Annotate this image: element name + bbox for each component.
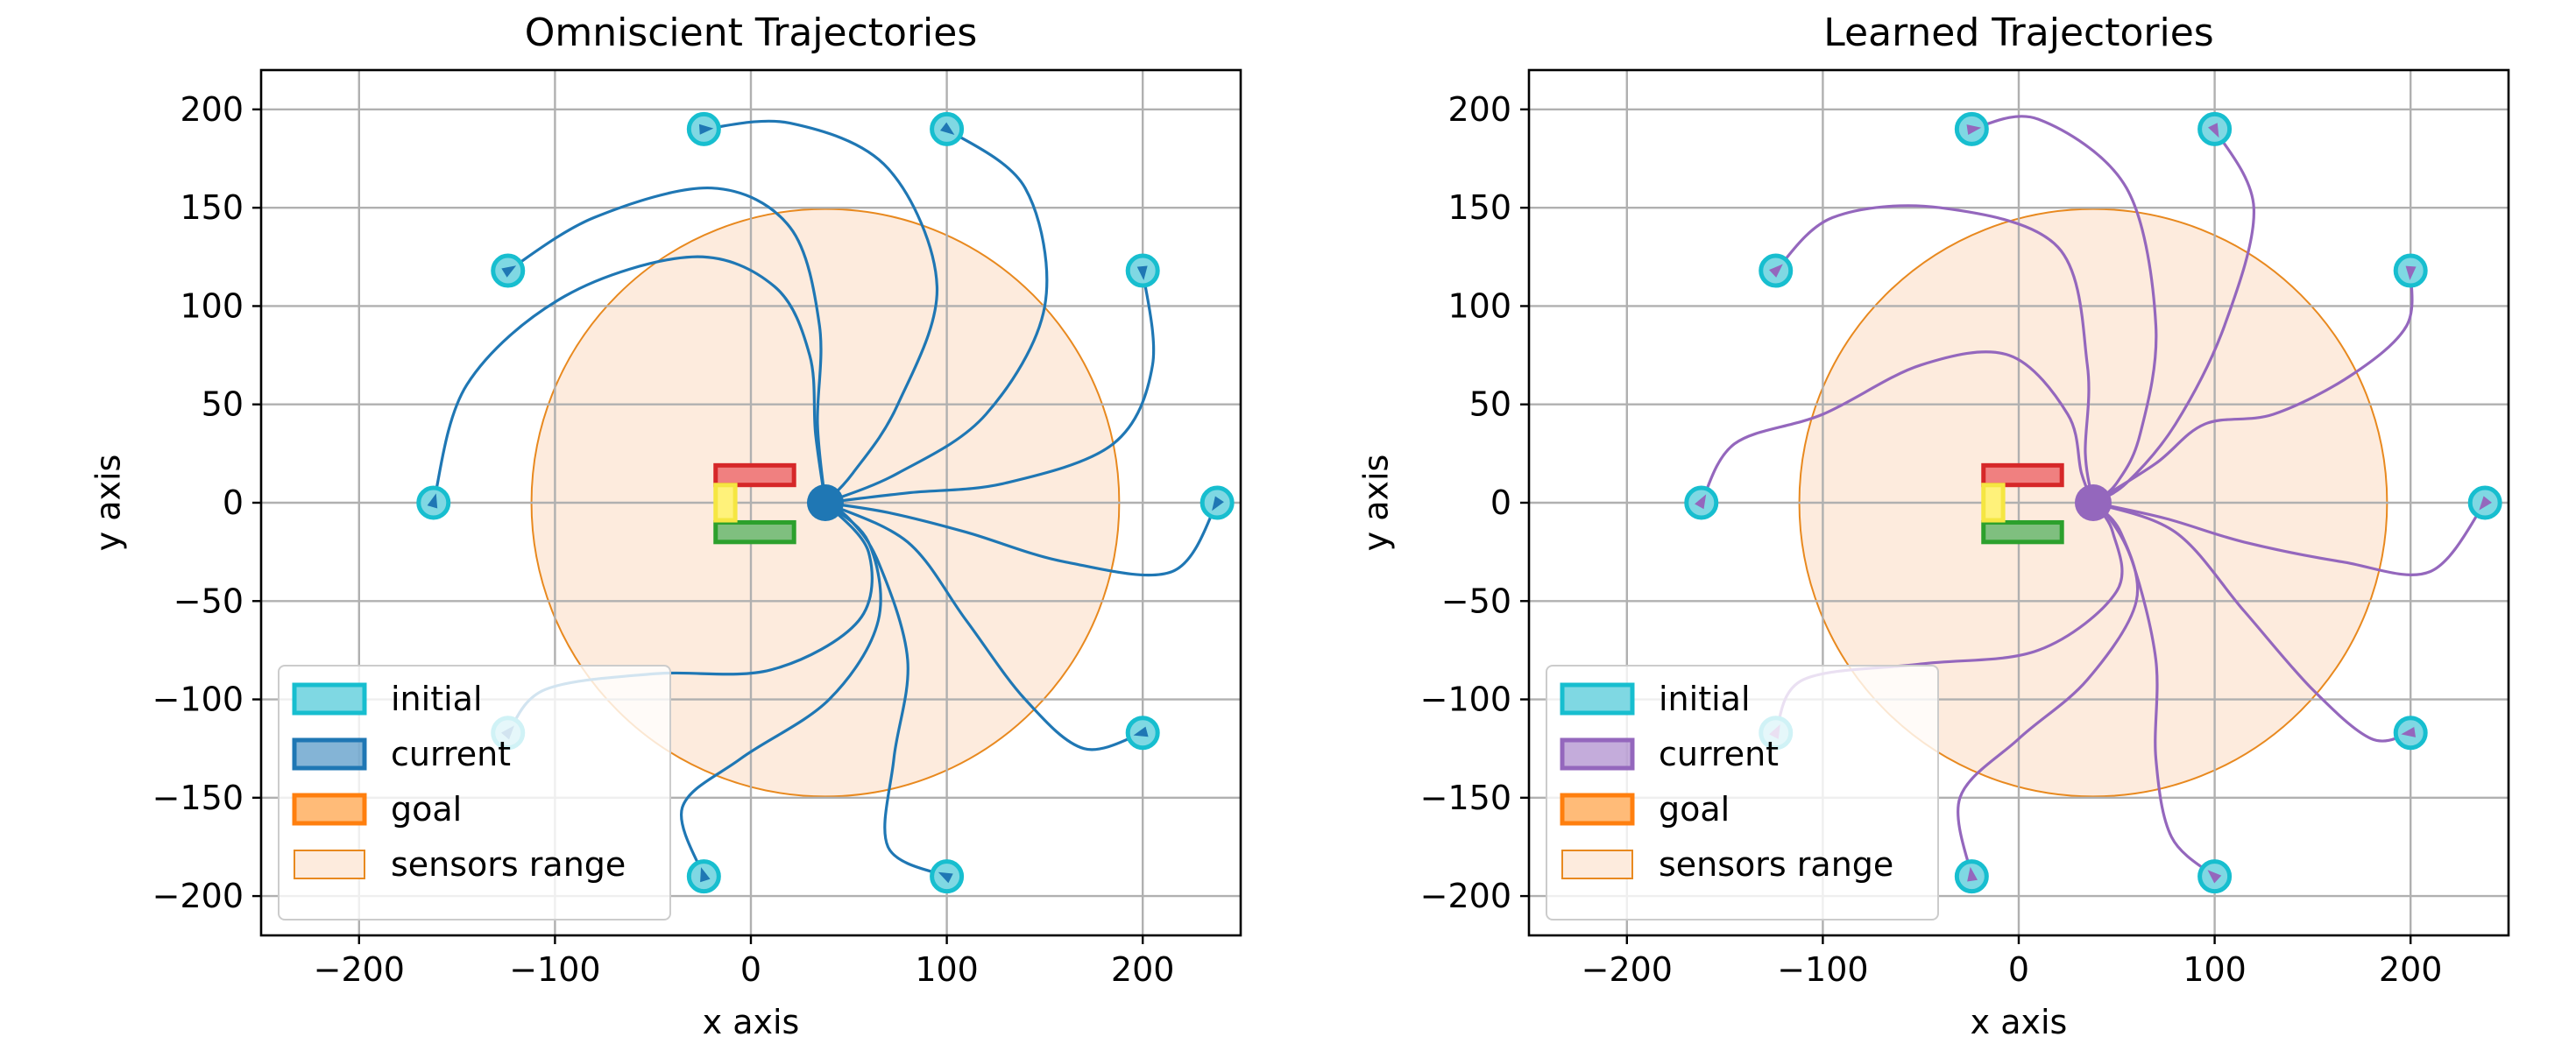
heading-arrow-7: [2207, 870, 2222, 884]
legend-label-current: current: [391, 735, 511, 773]
x-tick-label: 0: [740, 950, 761, 989]
heading-arrow-1: [1768, 264, 1783, 278]
obstacle-2: [713, 483, 738, 523]
legend-patch-sensor: [1561, 850, 1633, 879]
legend-box: [278, 665, 671, 921]
y-tick-label: −150: [1420, 779, 1511, 817]
legend-patch-current: [292, 737, 367, 771]
obstacle-1: [713, 519, 796, 545]
trajectory-4: [2091, 269, 2414, 504]
trajectory-4: [824, 269, 1156, 504]
legend-patch-sensor: [294, 850, 365, 879]
legend-patch-initial: [1560, 682, 1635, 716]
heading-arrow-2: [698, 123, 714, 135]
y-tick-label: −200: [152, 877, 244, 915]
chart-title: Learned Trajectories: [1823, 11, 2213, 55]
x-tick-label: 200: [1111, 950, 1175, 989]
trajectory-6: [824, 501, 1144, 751]
y-tick-label: −200: [1420, 877, 1511, 915]
y-tick-label: 100: [180, 286, 244, 325]
legend-label-goal: goal: [1659, 790, 1730, 829]
y-tick-label: 0: [1490, 483, 1511, 522]
obstacle-1: [1981, 519, 2064, 545]
x-tick-label: −100: [509, 950, 600, 989]
heading-arrow-5: [1212, 496, 1224, 511]
omniscient-panel: Omniscient Trajectories x axis y axis −2…: [89, 11, 1242, 1041]
heading-arrow-1: [501, 265, 517, 278]
x-tick-label: −200: [314, 950, 405, 989]
heading-arrow-8: [700, 867, 711, 883]
obstacle-0: [1981, 462, 2064, 488]
trajectory-3: [824, 127, 1049, 504]
legend-label-goal: goal: [391, 790, 462, 829]
heading-arrow-0: [427, 493, 438, 509]
x-axis-label: x axis: [703, 1003, 800, 1041]
trajectory-1: [1774, 204, 2095, 504]
y-tick-label: −50: [1441, 582, 1511, 620]
trajectory-8: [1957, 501, 2140, 878]
y-axis-label: y axis: [89, 455, 128, 552]
chart-title: Omniscient Trajectories: [525, 11, 978, 55]
x-tick-label: 200: [2379, 950, 2443, 989]
y-tick-label: 0: [223, 483, 244, 522]
x-tick-label: 100: [2183, 950, 2247, 989]
heading-arrow-2: [1966, 124, 1982, 136]
obstacle-0: [713, 462, 796, 488]
heading-arrow-5: [2479, 496, 2492, 511]
legend-label-current: current: [1659, 735, 1779, 773]
y-tick-label: 200: [1447, 90, 1511, 129]
heading-arrow-6: [1133, 726, 1149, 737]
legend-patch-goal: [1560, 793, 1635, 826]
y-tick-label: −100: [1420, 681, 1511, 719]
y-tick-label: −50: [173, 582, 244, 620]
trajectory-0: [1700, 350, 2095, 504]
heading-arrow-7: [938, 871, 953, 884]
trajectory-2: [702, 119, 939, 504]
trajectory-5: [2091, 501, 2487, 576]
y-axis-label: y axis: [1357, 455, 1396, 552]
heading-arrow-3: [2208, 123, 2219, 138]
y-tick-label: 100: [1447, 286, 1511, 325]
trajectory-5: [824, 501, 1219, 577]
current-marker: [806, 484, 844, 521]
x-tick-label: −100: [1777, 950, 1868, 989]
legend-label-initial: initial: [1659, 680, 1751, 718]
trajectory-0: [432, 255, 827, 504]
legend-label-initial: initial: [391, 680, 483, 718]
learned-panel: Learned Trajectories x axis y axis −200 −…: [1357, 11, 2510, 1041]
y-tick-label: 150: [1447, 188, 1511, 227]
legend-patch-current: [1560, 737, 1635, 771]
heading-arrow-6: [2401, 727, 2417, 737]
heading-arrow-8: [1967, 866, 1978, 882]
trajectory-6: [2091, 501, 2412, 743]
legend-patch-goal: [292, 793, 367, 826]
obstacle-2: [1981, 483, 2006, 523]
x-axis-label: x axis: [1971, 1003, 2068, 1041]
legend-label-sensor: sensors range: [1659, 845, 1893, 884]
y-tick-label: 50: [1469, 385, 1511, 424]
legend-box: [1546, 665, 1939, 921]
legend: initial current goal sensors range: [278, 665, 671, 921]
heading-arrow-4: [1136, 265, 1148, 280]
trajectory-1: [506, 187, 827, 504]
legend-patch-initial: [292, 682, 367, 716]
x-tick-label: 0: [2008, 950, 2029, 989]
trajectory-8: [679, 501, 882, 878]
heading-arrow-0: [1695, 494, 1707, 510]
x-tick-label: 100: [915, 950, 979, 989]
trajectory-2: [1970, 115, 2158, 504]
y-tick-label: 50: [202, 385, 244, 424]
y-tick-label: −100: [152, 681, 244, 719]
heading-arrow-3: [939, 122, 955, 135]
legend: initial current goal sensors range: [1546, 665, 1939, 921]
legend-label-sensor: sensors range: [391, 845, 626, 884]
heading-arrow-4: [2405, 265, 2417, 281]
y-tick-label: −150: [152, 779, 244, 817]
y-tick-label: 200: [180, 90, 244, 129]
current-marker: [2074, 484, 2112, 521]
x-tick-label: −200: [1582, 950, 1673, 989]
y-tick-label: 150: [180, 188, 244, 227]
